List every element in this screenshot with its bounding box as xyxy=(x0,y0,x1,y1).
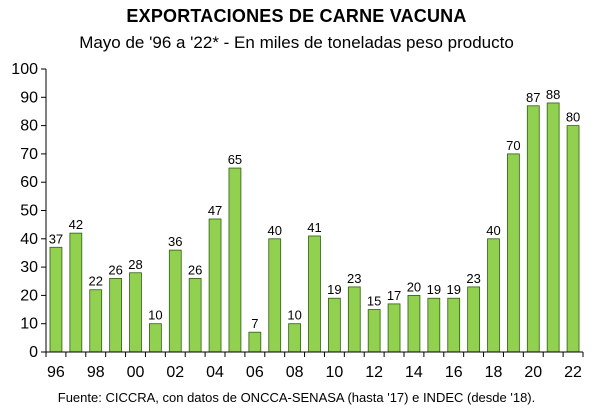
bar xyxy=(49,246,63,353)
data-label: 41 xyxy=(307,220,321,235)
bar xyxy=(427,297,441,353)
bar xyxy=(149,323,162,353)
data-label: 19 xyxy=(427,282,441,297)
x-tick-label: 08 xyxy=(286,364,304,381)
chart-title: EXPORTACIONES DE CARNE VACUNA xyxy=(126,6,467,26)
x-tick-label: 00 xyxy=(127,364,145,381)
data-labels: 37 42 22 26 28 10 36 26 47 65 7 40 10 41 19 23 15 17 20 19 1… xyxy=(49,87,581,331)
data-label: 22 xyxy=(88,274,102,289)
data-label: 40 xyxy=(267,223,281,238)
x-tick-label: 06 xyxy=(246,364,264,381)
bar xyxy=(89,289,103,353)
bar xyxy=(228,167,242,353)
bar xyxy=(367,309,381,353)
bar xyxy=(328,297,341,353)
x-tick-label: 12 xyxy=(365,364,383,381)
x-tick-label: 96 xyxy=(47,364,65,381)
x-tick-label: 98 xyxy=(87,364,105,381)
bar xyxy=(109,278,122,353)
data-label: 10 xyxy=(287,308,301,323)
bars xyxy=(49,102,580,353)
data-label: 70 xyxy=(506,138,520,153)
bar xyxy=(308,235,321,353)
bar xyxy=(467,286,480,353)
y-tick-label: 100 xyxy=(11,61,38,78)
data-label: 88 xyxy=(546,87,560,102)
bar xyxy=(347,286,361,353)
data-label: 42 xyxy=(69,217,83,232)
data-label: 47 xyxy=(208,203,222,218)
bar xyxy=(248,331,262,353)
bar xyxy=(387,303,401,353)
bar xyxy=(168,249,182,353)
bar xyxy=(507,153,520,353)
y-tick-label: 60 xyxy=(20,174,38,191)
x-tick-label: 04 xyxy=(206,364,224,381)
bar xyxy=(526,105,540,353)
data-label: 10 xyxy=(148,308,162,323)
data-label: 23 xyxy=(347,271,361,286)
y-axis: 0 10 20 30 40 50 60 70 80 90 100 xyxy=(11,61,47,361)
x-tick-label: 16 xyxy=(445,364,463,381)
y-tick-label: 20 xyxy=(20,287,38,304)
bar xyxy=(129,272,142,353)
bar xyxy=(487,238,500,353)
bar xyxy=(69,232,83,353)
bar xyxy=(566,125,580,353)
data-label: 19 xyxy=(446,282,460,297)
data-label: 87 xyxy=(526,90,540,105)
bar xyxy=(288,323,301,353)
data-label: 37 xyxy=(49,231,63,246)
y-tick-label: 80 xyxy=(20,118,38,135)
x-tick-label: 10 xyxy=(325,364,343,381)
y-tick-label: 0 xyxy=(29,344,38,361)
data-label: 80 xyxy=(566,110,580,125)
data-label: 19 xyxy=(327,282,341,297)
bar xyxy=(188,278,202,353)
y-tick-label: 40 xyxy=(20,231,38,248)
data-label: 36 xyxy=(168,234,182,249)
source-note: Fuente: CICCRA, con datos de ONCCA-SENAS… xyxy=(57,390,536,405)
data-label: 26 xyxy=(188,262,202,277)
x-tick-label: 02 xyxy=(166,364,184,381)
y-tick-label: 90 xyxy=(20,89,38,106)
data-label: 65 xyxy=(228,152,242,167)
data-label: 26 xyxy=(108,262,122,277)
data-label: 17 xyxy=(387,288,401,303)
bar xyxy=(268,238,282,353)
bar xyxy=(208,218,222,353)
y-tick-label: 10 xyxy=(20,316,38,333)
data-label: 20 xyxy=(407,279,421,294)
x-tick-label: 18 xyxy=(485,364,503,381)
x-axis: 96 98 00 02 04 06 08 10 12 14 16 18 20 22 xyxy=(45,351,584,381)
data-label: 28 xyxy=(128,257,142,272)
chart-subtitle: Mayo de '96 a '22* - En miles de tonelad… xyxy=(79,33,514,52)
y-tick-label: 50 xyxy=(20,203,38,220)
data-label: 7 xyxy=(251,316,258,331)
bar xyxy=(546,102,560,353)
y-tick-label: 30 xyxy=(20,259,38,276)
bar xyxy=(407,294,421,353)
data-label: 15 xyxy=(367,294,381,309)
data-label: 40 xyxy=(486,223,500,238)
bar xyxy=(447,297,461,353)
x-tick-label: 22 xyxy=(564,364,582,381)
y-tick-label: 70 xyxy=(20,146,38,163)
x-tick-label: 14 xyxy=(405,364,423,381)
data-label: 23 xyxy=(466,271,480,286)
x-tick-label: 20 xyxy=(524,364,542,381)
